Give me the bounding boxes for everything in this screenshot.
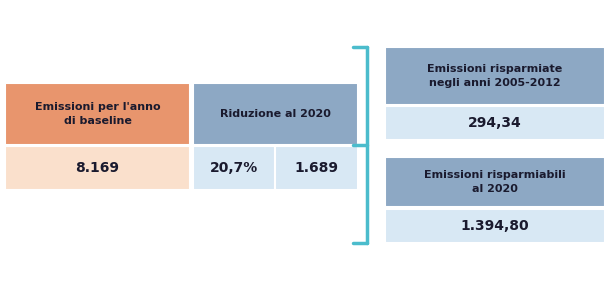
FancyBboxPatch shape — [193, 83, 358, 145]
FancyBboxPatch shape — [5, 83, 190, 145]
FancyBboxPatch shape — [385, 157, 605, 207]
Text: 8.169: 8.169 — [75, 161, 119, 175]
Text: 20,7%: 20,7% — [210, 161, 258, 175]
Text: 1.394,80: 1.394,80 — [461, 219, 529, 233]
FancyBboxPatch shape — [385, 47, 605, 105]
FancyBboxPatch shape — [275, 146, 358, 190]
FancyBboxPatch shape — [193, 146, 275, 190]
Text: Riduzione al 2020: Riduzione al 2020 — [220, 109, 331, 119]
FancyBboxPatch shape — [5, 146, 190, 190]
Text: Emissioni per l'anno
di baseline: Emissioni per l'anno di baseline — [35, 102, 160, 126]
Text: Emissioni risparmiate
negli anni 2005-2012: Emissioni risparmiate negli anni 2005-20… — [427, 65, 562, 88]
Text: 294,34: 294,34 — [468, 116, 522, 130]
FancyBboxPatch shape — [385, 106, 605, 140]
Text: 1.689: 1.689 — [294, 161, 338, 175]
Text: Emissioni risparmiabili
al 2020: Emissioni risparmiabili al 2020 — [424, 170, 566, 194]
FancyBboxPatch shape — [385, 209, 605, 243]
